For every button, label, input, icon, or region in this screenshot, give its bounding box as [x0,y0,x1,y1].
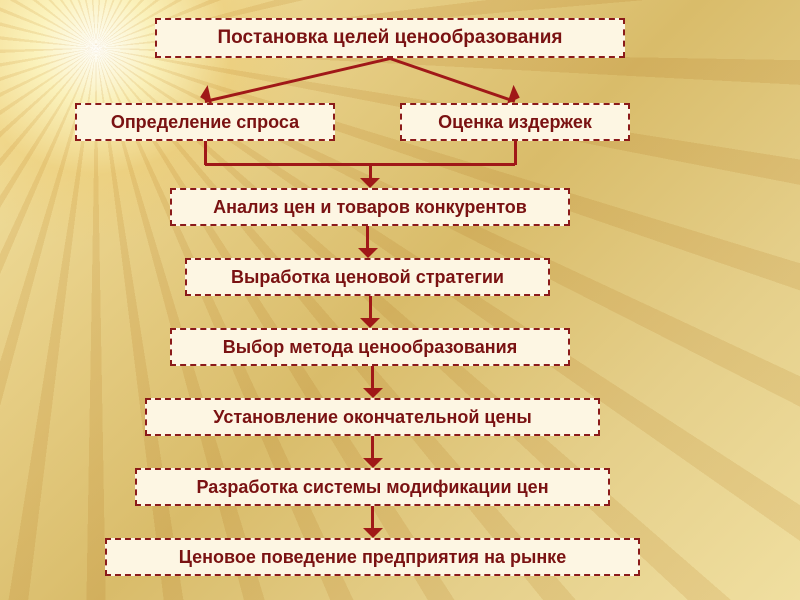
arrow-head [360,178,380,188]
arrow-head [358,248,378,258]
arrow-segment [205,163,515,166]
arrow-segment [205,57,391,103]
arrow-head [363,458,383,468]
arrow-head [363,388,383,398]
arrow-head [363,528,383,538]
flowchart-node-n9: Ценовое поведение предприятия на рынке [105,538,640,576]
flowchart-node-n8: Разработка системы модификации цен [135,468,610,506]
arrow-segment [371,366,374,390]
arrow-segment [369,296,372,320]
flowchart-node-n1: Постановка целей ценообразования [155,18,625,58]
flowchart-container: Постановка целей ценообразования Определе… [0,0,800,600]
flowchart-node-n2: Определение спроса [75,103,335,141]
arrow-head [360,318,380,328]
arrow-segment [371,506,374,530]
flowchart-node-n6: Выбор метода ценообразования [170,328,570,366]
flowchart-node-n3: Оценка издержек [400,103,630,141]
arrow-segment [366,226,369,250]
flowchart-node-n5: Выработка ценовой стратегии [185,258,550,296]
flowchart-node-n7: Установление окончательной цены [145,398,600,436]
arrow-segment [204,141,207,165]
arrow-segment [390,57,516,103]
flowchart-node-n4: Анализ цен и товаров конкурентов [170,188,570,226]
arrow-segment [514,141,517,165]
arrow-segment [371,436,374,460]
